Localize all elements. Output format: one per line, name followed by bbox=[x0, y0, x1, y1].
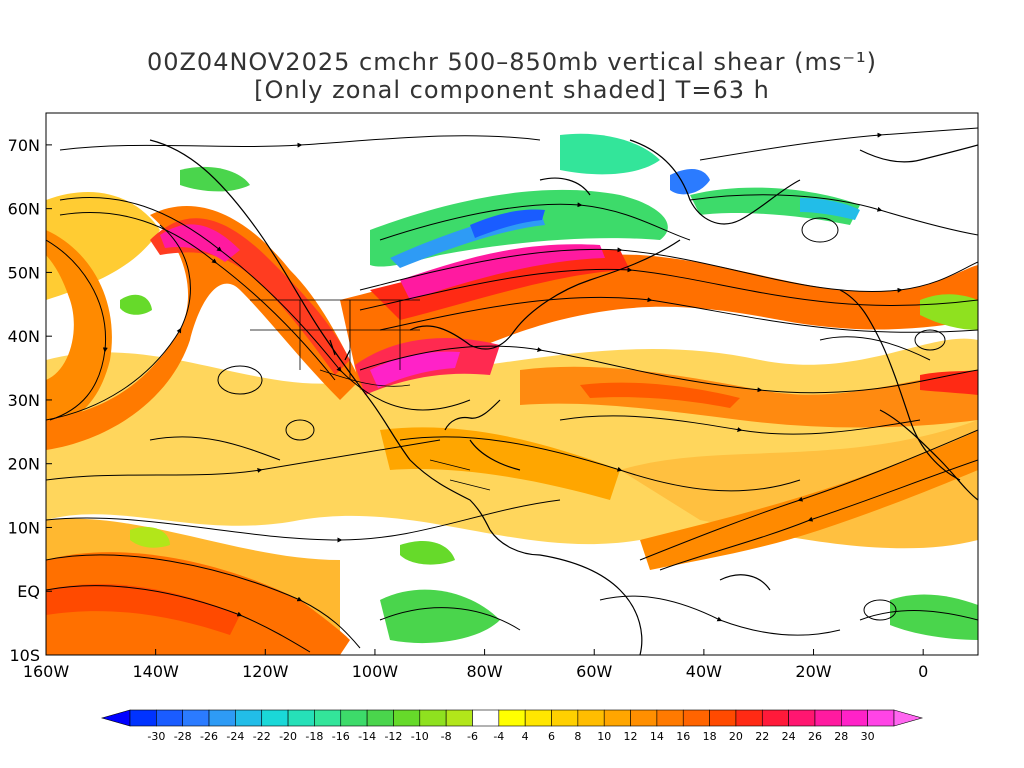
colorbar-label: -10 bbox=[411, 730, 429, 743]
colorbar-label: -12 bbox=[384, 730, 402, 743]
colorbar-label: -6 bbox=[467, 730, 478, 743]
colorbar-swatch bbox=[788, 709, 816, 727]
colorbar-label: 24 bbox=[782, 730, 796, 743]
x-axis-labels: 160W 140W 120W 100W 80W 60W 40W 20W 0 bbox=[23, 662, 928, 681]
colorbar-label: -4 bbox=[493, 730, 504, 743]
y-axis-labels: 10S EQ 10N 20N 30N 40N 50N 60N 70N bbox=[8, 136, 40, 665]
colorbar-swatch bbox=[603, 709, 631, 727]
colorbar-swatch bbox=[340, 709, 368, 727]
x-tick-label: 120W bbox=[242, 662, 289, 681]
colorbar-label: 6 bbox=[548, 730, 555, 743]
x-tick-label: 0 bbox=[918, 662, 928, 681]
colorbar-label: -22 bbox=[253, 730, 271, 743]
colorbar-swatch bbox=[287, 709, 315, 727]
colorbar-label: -28 bbox=[174, 730, 192, 743]
colorbar-label: 22 bbox=[755, 730, 769, 743]
map-title-line1: 00Z04NOV2025 cmchr 500–850mb vertical sh… bbox=[146, 48, 878, 76]
colorbar-label: -24 bbox=[226, 730, 244, 743]
colorbar-swatch bbox=[709, 709, 737, 727]
colorbar-swatch bbox=[735, 709, 763, 727]
colorbar-swatch bbox=[366, 709, 394, 727]
colorbar-swatch bbox=[261, 709, 289, 727]
y-tick-label: 30N bbox=[8, 391, 40, 410]
y-tick-label: 10S bbox=[9, 646, 40, 665]
colorbar-label: -16 bbox=[332, 730, 350, 743]
colorbar-label: 16 bbox=[676, 730, 690, 743]
colorbar-label: -20 bbox=[279, 730, 297, 743]
colorbar-swatch bbox=[577, 709, 605, 727]
colorbar-swatch bbox=[630, 709, 658, 727]
y-tick-label: EQ bbox=[17, 582, 40, 601]
colorbar-label: -14 bbox=[358, 730, 376, 743]
x-tick-label: 160W bbox=[23, 662, 70, 681]
colorbar-label: 28 bbox=[834, 730, 848, 743]
x-tick-label: 80W bbox=[466, 662, 502, 681]
colorbar-label: -8 bbox=[441, 730, 452, 743]
colorbar-label: 18 bbox=[703, 730, 717, 743]
colorbar-swatch bbox=[445, 709, 473, 727]
y-tick-label: 10N bbox=[8, 518, 40, 537]
colorbar-swatch bbox=[314, 709, 342, 727]
colorbar-label: 4 bbox=[522, 730, 529, 743]
colorbar-swatch bbox=[867, 709, 895, 727]
x-tick-label: 100W bbox=[352, 662, 399, 681]
colorbar-swatch bbox=[656, 709, 684, 727]
y-tick-label: 40N bbox=[8, 327, 40, 346]
colorbar-label: -18 bbox=[305, 730, 323, 743]
x-tick-label: 60W bbox=[576, 662, 612, 681]
colorbar-swatch bbox=[182, 709, 210, 727]
colorbar-swatch bbox=[761, 709, 789, 727]
colorbar-label: 30 bbox=[861, 730, 875, 743]
colorbar-min-arrow bbox=[100, 709, 131, 727]
colorbar-labels: -30 -28 -26 -24 -22 -20 -18 -16 -14 -12 -10 -8 -6 -4 4… bbox=[147, 730, 874, 743]
y-tick-label: 70N bbox=[8, 136, 40, 155]
colorbar-label: -26 bbox=[200, 730, 218, 743]
x-tick-label: 140W bbox=[132, 662, 179, 681]
colorbar-max-arrow bbox=[893, 709, 924, 727]
y-tick-label: 20N bbox=[8, 455, 40, 474]
map-frame bbox=[45, 112, 979, 656]
colorbar bbox=[100, 709, 924, 727]
colorbar-swatch bbox=[393, 709, 421, 727]
colorbar-swatch bbox=[208, 709, 236, 727]
coastlines bbox=[149, 139, 978, 655]
map-title-line2: [Only zonal component shaded] T=63 h bbox=[254, 76, 770, 104]
borders bbox=[250, 299, 491, 491]
colorbar-swatch bbox=[498, 709, 526, 727]
colorbar-label: 10 bbox=[597, 730, 611, 743]
colorbar-swatch bbox=[472, 709, 500, 727]
colorbar-swatch bbox=[524, 709, 552, 727]
colorbar-swatch bbox=[814, 709, 842, 727]
colorbar-swatch bbox=[682, 709, 710, 727]
colorbar-label: 26 bbox=[808, 730, 822, 743]
colorbar-label: 14 bbox=[650, 730, 664, 743]
colorbar-label: 8 bbox=[574, 730, 581, 743]
colorbar-swatch bbox=[841, 709, 868, 727]
streamlines bbox=[46, 127, 978, 653]
y-tick-label: 50N bbox=[8, 263, 40, 282]
colorbar-swatch bbox=[129, 709, 157, 727]
colorbar-label: -30 bbox=[147, 730, 165, 743]
colorbar-swatch bbox=[419, 709, 447, 727]
colorbar-swatch bbox=[235, 709, 263, 727]
axis-ticks bbox=[45, 144, 924, 656]
colorbar-swatch bbox=[156, 709, 183, 727]
x-tick-label: 40W bbox=[686, 662, 722, 681]
colorbar-label: 12 bbox=[624, 730, 638, 743]
x-tick-label: 20W bbox=[795, 662, 831, 681]
y-tick-label: 60N bbox=[8, 200, 40, 219]
colorbar-label: 20 bbox=[729, 730, 743, 743]
colorbar-swatch bbox=[551, 709, 579, 727]
